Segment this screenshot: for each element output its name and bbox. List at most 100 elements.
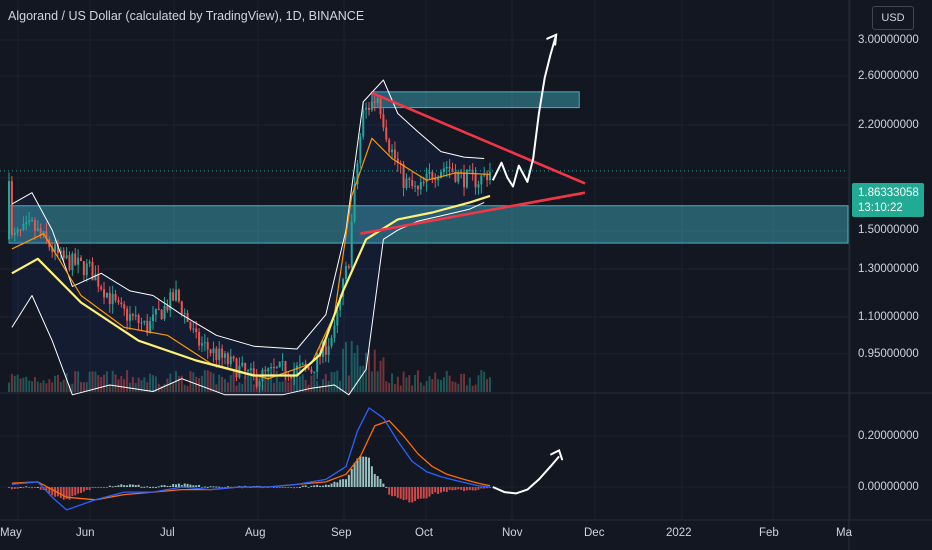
volume-bar (465, 385, 468, 392)
macd-histogram-bar (200, 487, 203, 488)
volume-bar (463, 373, 466, 392)
macd-histogram-bar (480, 487, 483, 489)
candle-body (247, 370, 250, 372)
macd-histogram-bar (391, 487, 394, 497)
volume-bar (388, 382, 391, 392)
macd-histogram-bar (48, 487, 51, 494)
macd-histogram-bar (350, 468, 353, 487)
macd-histogram-bar (319, 485, 322, 487)
volume-bar (186, 385, 189, 392)
macd-histogram-bar (195, 485, 198, 487)
volume-bar (339, 380, 342, 392)
candle-body (218, 348, 221, 361)
candle-body (431, 172, 434, 179)
volume-bar (399, 385, 402, 392)
volume-bar (192, 372, 195, 392)
volume-bar (301, 374, 304, 392)
macd-histogram-bar (103, 487, 106, 488)
volume-bar (31, 381, 34, 392)
candle-body (448, 166, 451, 169)
volume-bar (137, 377, 140, 392)
volume-bar (163, 383, 166, 392)
candle-body (382, 114, 385, 128)
macd-histogram-bar (154, 486, 157, 488)
volume-bar (146, 382, 149, 392)
macd-histogram-bar (272, 487, 275, 489)
macd-histogram-bar (362, 456, 365, 487)
volume-bar (160, 385, 163, 392)
macd-histogram-bar (97, 487, 100, 489)
macd-histogram-bar (65, 487, 68, 499)
macd-histogram-bar (120, 484, 123, 487)
macd-histogram-bar (218, 486, 221, 488)
macd-histogram-bar (183, 483, 186, 487)
volume-bar (324, 373, 327, 392)
candle-body (54, 244, 57, 252)
candle-body (206, 342, 209, 350)
macd-histogram-bar (192, 485, 195, 487)
volume-bar (103, 374, 106, 392)
candle-body (103, 289, 106, 298)
candle-body (477, 184, 480, 188)
candle-body (416, 185, 419, 190)
candle-body (414, 185, 417, 187)
volume-bar (200, 375, 203, 392)
macd-histogram-bar (405, 487, 408, 500)
volume-bar (327, 380, 330, 392)
macd-histogram-bar (108, 485, 111, 487)
candle-body (82, 261, 85, 276)
candle-body (198, 331, 201, 346)
x-tick-label: Jun (76, 527, 95, 539)
candle-body (91, 261, 94, 281)
candle-body (316, 352, 319, 372)
macd-histogram-bar (368, 457, 370, 487)
volume-bar (359, 366, 362, 392)
triangle-lower-trendline (360, 191, 586, 235)
macd-histogram-bar (25, 486, 28, 488)
macd-histogram-bar (203, 486, 206, 488)
macd-histogram-bar (105, 487, 108, 488)
volume-bar (270, 373, 273, 392)
volume-bar (238, 382, 241, 392)
volume-bar (440, 380, 442, 392)
macd-histogram-bar (33, 487, 36, 488)
macd-histogram-bar (342, 479, 345, 487)
volume-bar (272, 382, 275, 392)
candle-body (8, 181, 10, 240)
candle-body (365, 107, 368, 110)
candle-body (117, 300, 120, 303)
candle-body (440, 171, 442, 178)
macd-histogram-bar (22, 487, 25, 489)
candle-body (31, 220, 34, 222)
macd-histogram-bar (290, 487, 293, 488)
candle-body (212, 348, 215, 354)
candle-body (74, 253, 77, 265)
volume-bar (316, 380, 319, 392)
candle-body (94, 274, 97, 281)
candle-body (45, 231, 48, 240)
macd-histogram-bar (172, 484, 175, 487)
macd-histogram-bar (123, 485, 126, 487)
candle-body (232, 356, 235, 359)
candle-body (270, 366, 273, 369)
macd-histogram-bar (152, 486, 154, 488)
candle-body (359, 136, 362, 164)
candle-body (405, 178, 408, 189)
currency-button[interactable]: USD (872, 6, 914, 30)
volume-bar (356, 345, 359, 392)
macd-histogram-bar (56, 487, 59, 497)
candle-body (465, 169, 468, 188)
macd-histogram-bar (126, 485, 129, 487)
macd-histogram-bar (19, 486, 22, 488)
volume-bar (477, 375, 480, 392)
volume-bar (177, 376, 180, 392)
macd-signal-line (11, 420, 491, 501)
volume-bar (422, 385, 425, 392)
volume-bar (13, 375, 16, 392)
macd-histogram-bar (293, 487, 296, 489)
macd-histogram-bar (416, 487, 419, 500)
macd-histogram-bar (483, 487, 486, 489)
macd-histogram-bar (281, 487, 284, 488)
macd-histogram-bar (365, 456, 368, 487)
